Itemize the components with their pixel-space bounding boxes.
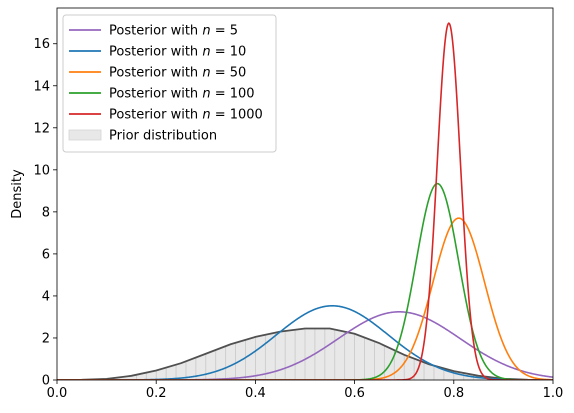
y-tick-label: 14 <box>33 79 50 94</box>
legend-label-value: = 10 <box>211 45 247 60</box>
x-tick-label: 0.8 <box>443 386 464 401</box>
legend-label-value: = 50 <box>211 66 247 81</box>
axes: 0.0 0.2 0.4 0.6 0.8 1.0 0 2 4 6 8 10 12 14 16 <box>33 7 564 401</box>
y-tick-label: 12 <box>33 121 50 136</box>
y-tick-label: 6 <box>42 247 50 262</box>
legend-label-value: = 5 <box>211 24 238 39</box>
legend-label-text: Posterior with <box>109 87 202 102</box>
y-tick-label: 16 <box>33 37 50 52</box>
legend-label-value: = 100 <box>211 87 255 102</box>
y-axis-label: Density <box>10 169 25 219</box>
legend-label-3: Posterior with n = 100 <box>109 87 255 102</box>
axes-frame <box>56 7 554 381</box>
legend-label-0: Posterior with n = 5 <box>109 24 238 39</box>
legend-label-variable: n <box>202 87 210 102</box>
legend-label-text: Posterior with <box>109 108 202 123</box>
legend-label-text: Posterior with <box>109 45 202 60</box>
prior-hatch <box>135 328 475 380</box>
y-tick-label: 0 <box>42 374 50 389</box>
x-tick-label: 0.0 <box>47 386 68 401</box>
legend-swatch-prior <box>68 129 102 141</box>
x-tick-label: 0.2 <box>146 386 167 401</box>
legend-label-text: Posterior with <box>109 66 202 81</box>
legend-label-text: Posterior with <box>109 24 202 39</box>
y-tick-label: 2 <box>42 331 50 346</box>
y-tick-label: 8 <box>42 205 50 220</box>
series-line-2 <box>57 217 553 380</box>
prior-line <box>57 327 553 380</box>
y-tick-label: 10 <box>33 163 50 178</box>
y-tick-label: 4 <box>42 289 50 304</box>
legend-label-variable: n <box>202 24 210 39</box>
legend-box <box>62 14 277 153</box>
legend-label-variable: n <box>202 66 210 81</box>
legend-label-4: Posterior with n = 1000 <box>109 108 263 123</box>
legend-label-prior: Prior distribution <box>109 129 217 144</box>
series-line-4 <box>57 22 553 380</box>
x-tick-label: 0.4 <box>245 386 266 401</box>
legend-label-value: = 1000 <box>211 108 263 123</box>
legend-label-variable: n <box>202 45 210 60</box>
x-tick-label: 0.6 <box>344 386 365 401</box>
legend-label-1: Posterior with n = 10 <box>109 45 246 60</box>
legend-label-2: Posterior with n = 50 <box>109 66 246 81</box>
legend-label-variable: n <box>202 108 210 123</box>
x-tick-label: 1.0 <box>543 386 564 401</box>
